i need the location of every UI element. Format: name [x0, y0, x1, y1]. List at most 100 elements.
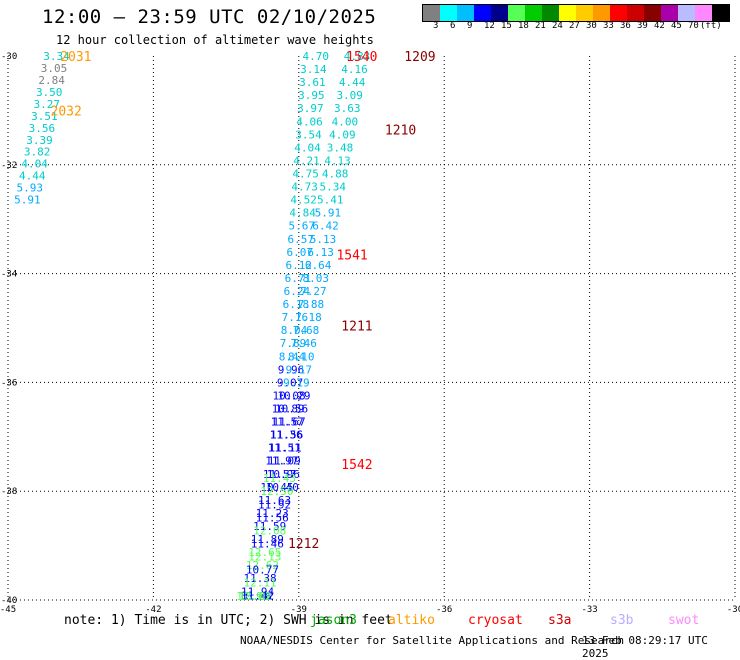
- time-labels: 2031 2032 1540 1209 1210 1541 1211 1542 1212: [51, 50, 436, 552]
- wave-height-value: 8.04: [281, 324, 308, 337]
- wave-height-value: 3.61: [299, 76, 326, 89]
- color-scale-legend: [422, 4, 730, 22]
- legend-swatch: [491, 5, 508, 21]
- wave-height-value: 11.57: [263, 468, 296, 481]
- wave-height-value: 5.91: [14, 194, 41, 207]
- x-tick-label: -45: [0, 605, 16, 615]
- legend-label: (ft): [700, 21, 722, 31]
- wave-height-value: 10.66: [239, 590, 272, 603]
- legend-label: 39: [637, 21, 648, 31]
- wave-height-value: 3.39: [26, 134, 53, 147]
- wave-height-value: 12.62: [246, 559, 279, 572]
- wave-height-value: 4.88: [322, 168, 349, 181]
- legend-swatch: [440, 5, 457, 21]
- wave-height-value: 10.29: [277, 389, 310, 402]
- legend-swatch: [661, 5, 678, 21]
- wave-height-value: 6.64: [305, 259, 332, 272]
- wave-height-value: 11.56: [270, 429, 303, 442]
- wave-height-value: 4.13: [324, 154, 351, 167]
- data-points: 3.343.052.843.503.273.513.563.393.824.04…: [14, 50, 370, 603]
- wave-height-value: 6.57: [287, 233, 314, 246]
- legend-label: 36: [620, 21, 631, 31]
- legend-label: 27: [569, 21, 580, 31]
- wave-height-value: 11.51: [268, 442, 301, 455]
- legend-label: 3: [433, 21, 439, 31]
- wave-height-value: 11.11: [269, 442, 302, 455]
- wave-height-value: 3.51: [31, 110, 58, 123]
- y-tick-label: -32: [1, 161, 17, 171]
- wave-height-value: 4.06: [296, 115, 323, 128]
- legend-swatch: [525, 5, 542, 21]
- wave-height-value: 5.41: [317, 194, 344, 207]
- credit-text: NOAA/NESDIS Center for Satellite Applica…: [240, 634, 625, 647]
- wave-height-value: 5.91: [315, 207, 342, 220]
- y-tick-label: -38: [1, 487, 17, 497]
- wave-height-value: 4.52: [290, 194, 317, 207]
- wave-height-value: 11.89: [251, 533, 284, 546]
- pass-time-label: 2031: [60, 50, 91, 65]
- wave-height-value: 2.84: [38, 74, 65, 87]
- wave-height-value: 11.92: [258, 498, 291, 511]
- legend-swatch: [576, 5, 593, 21]
- wave-height-value: 10.77: [246, 564, 279, 577]
- wave-height-value: 5.34: [319, 181, 346, 194]
- wave-height-value: 4.09: [329, 128, 356, 141]
- wave-height-value: 4.44: [339, 76, 366, 89]
- wave-height-value: 11.56: [256, 511, 289, 524]
- wave-height-value: 11.36: [270, 429, 303, 442]
- wave-height-value: 4.04: [294, 141, 321, 154]
- legend-label: 70: [688, 21, 699, 31]
- y-tick-label: -30: [1, 52, 17, 62]
- wave-height-value: 11.59: [253, 520, 286, 533]
- wave-height-value: 12.95: [236, 590, 269, 603]
- wave-height-value: 10.45: [260, 481, 293, 494]
- wave-height-value: 11.57: [271, 416, 304, 429]
- wave-height-value: 10.40: [266, 481, 299, 494]
- wave-height-value: 6.18: [283, 298, 310, 311]
- wave-height-value: 4.75: [292, 168, 319, 181]
- wave-height-value: 3.27: [34, 98, 61, 111]
- legend-label: 9: [467, 21, 473, 31]
- wave-height-value: 11.38: [243, 572, 276, 585]
- wave-height-value: 11.94: [241, 585, 274, 598]
- chart-subtitle: 12 hour collection of altimeter wave hei…: [56, 33, 374, 47]
- generated-timestamp: 13 Feb 08:29:17 UTC 2025: [582, 634, 708, 660]
- wave-height-value: 6.12: [286, 259, 313, 272]
- mission-label-swot: swot: [668, 613, 700, 628]
- wave-height-value: 3.48: [327, 141, 354, 154]
- wave-height-value: 7.68: [293, 324, 320, 337]
- wave-height-value: 8.03: [303, 272, 330, 285]
- pass-time-label: 1541: [336, 249, 367, 264]
- wave-height-value: 3.82: [24, 146, 51, 159]
- y-tick-label: -34: [1, 270, 17, 280]
- pass-time-label: 1209: [404, 50, 435, 65]
- pass-time-label: 2032: [51, 104, 82, 119]
- wave-height-value: 8.44: [279, 350, 306, 363]
- wave-height-value: 4.83: [344, 50, 371, 63]
- wave-height-value: 6.24: [284, 285, 311, 298]
- wave-height-value: 9.17: [286, 363, 313, 376]
- wave-height-value: 10.56: [275, 403, 308, 416]
- pass-time-label: 1212: [288, 537, 319, 552]
- pass-time-label: 1542: [341, 458, 372, 473]
- wave-height-value: 7.88: [298, 298, 325, 311]
- wave-height-value: 9.07: [277, 376, 304, 389]
- legend-swatch: [610, 5, 627, 21]
- wave-height-value: 6.13: [307, 246, 334, 259]
- pass-time-label: 1540: [346, 50, 377, 65]
- wave-height-value: 8.10: [288, 350, 315, 363]
- wave-height-value: 11.63: [258, 494, 291, 507]
- wave-height-value: 4.00: [332, 115, 359, 128]
- wave-height-value: 10.08: [273, 389, 306, 402]
- wave-height-value: 3.63: [334, 102, 361, 115]
- wave-height-value: 7.16: [282, 311, 309, 324]
- wave-height-value: 9.19: [283, 376, 310, 389]
- x-tick-label: -36: [436, 605, 452, 615]
- wave-height-value: 6.71: [285, 272, 312, 285]
- legend-swatch: [542, 5, 559, 21]
- color-scale-labels: 3 6 9 12 15 18 21 24 27 30 33 36 39 42 45 70 (ft): [422, 21, 740, 33]
- wave-height-value: 3.95: [298, 89, 325, 102]
- wave-height-value: 4.16: [341, 63, 368, 76]
- page-title: 12:00 — 23:59 UTC 02/10/2025: [42, 6, 377, 28]
